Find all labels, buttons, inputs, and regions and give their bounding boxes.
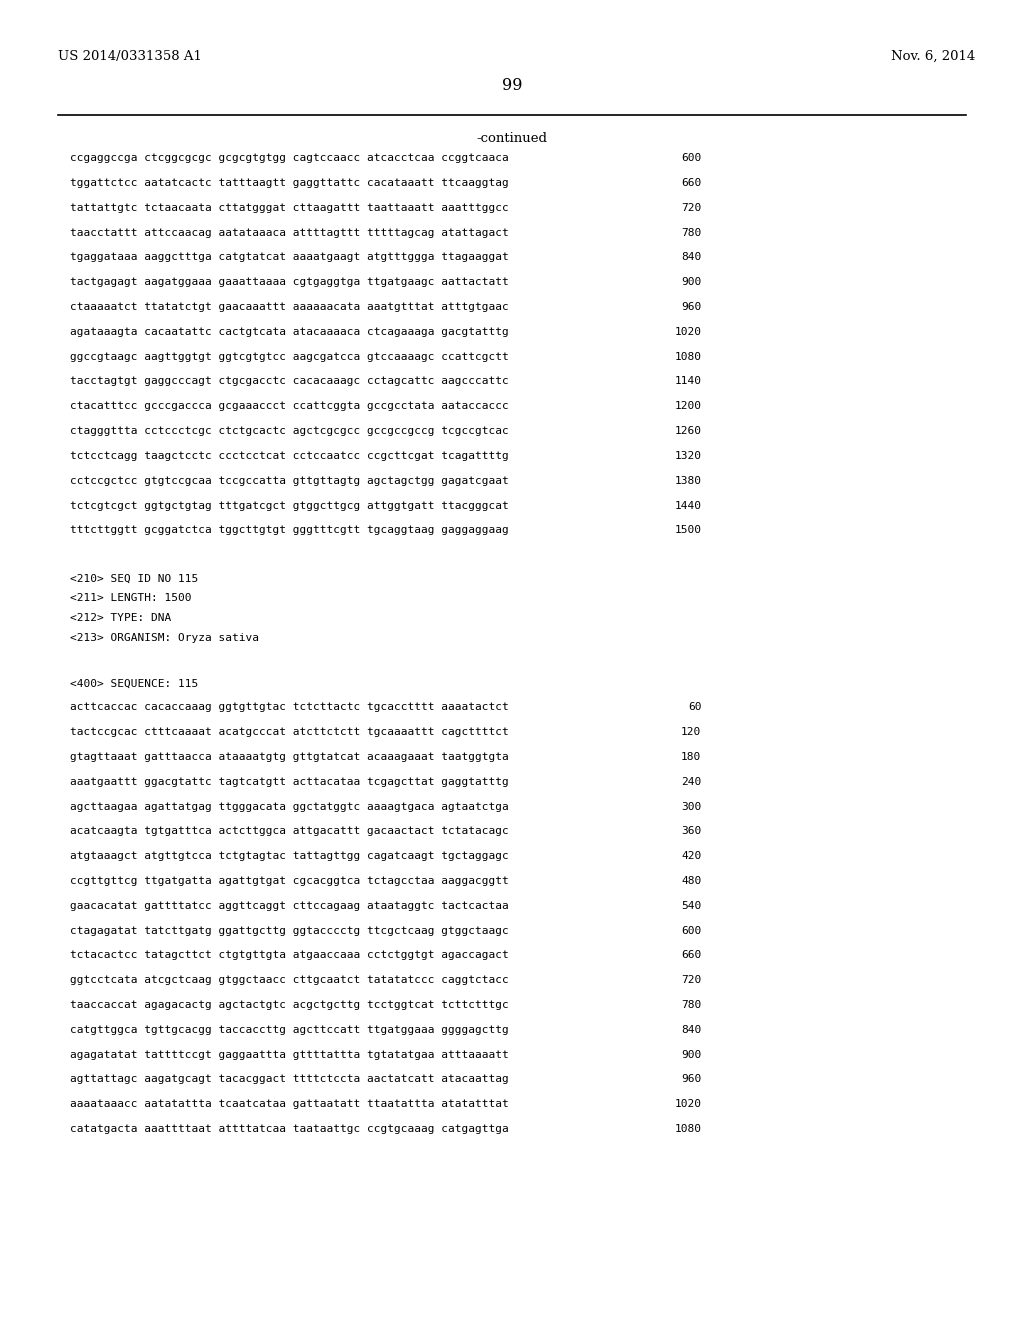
Text: cctccgctcc gtgtccgcaa tccgccatta gttgttagtg agctagctgg gagatcgaat: cctccgctcc gtgtccgcaa tccgccatta gttgtta…	[70, 475, 508, 486]
Text: -continued: -continued	[476, 132, 548, 145]
Text: ggtcctcata atcgctcaag gtggctaacc cttgcaatct tatatatccc caggtctacc: ggtcctcata atcgctcaag gtggctaacc cttgcaa…	[70, 975, 508, 985]
Text: ccgaggccga ctcggcgcgc gcgcgtgtgg cagtccaacc atcacctcaa ccggtcaaca: ccgaggccga ctcggcgcgc gcgcgtgtgg cagtcca…	[70, 153, 508, 164]
Text: 99: 99	[502, 77, 522, 94]
Text: aaaataaacc aatatattta tcaatcataa gattaatatt ttaatattta atatatttat: aaaataaacc aatatattta tcaatcataa gattaat…	[70, 1100, 508, 1109]
Text: 180: 180	[681, 752, 701, 762]
Text: <213> ORGANISM: Oryza sativa: <213> ORGANISM: Oryza sativa	[70, 632, 259, 643]
Text: taacctattt attccaacag aatataaaca attttagttt tttttagcag atattagact: taacctattt attccaacag aatataaaca attttag…	[70, 227, 508, 238]
Text: catgttggca tgttgcacgg taccaccttg agcttccatt ttgatggaaa ggggagcttg: catgttggca tgttgcacgg taccaccttg agcttcc…	[70, 1024, 508, 1035]
Text: 1080: 1080	[675, 1125, 701, 1134]
Text: 840: 840	[681, 1024, 701, 1035]
Text: Nov. 6, 2014: Nov. 6, 2014	[891, 50, 975, 63]
Text: 600: 600	[681, 153, 701, 164]
Text: 960: 960	[681, 1074, 701, 1085]
Text: 660: 660	[681, 950, 701, 961]
Text: 1020: 1020	[675, 327, 701, 337]
Text: 1440: 1440	[675, 500, 701, 511]
Text: ctaaaaatct ttatatctgt gaacaaattt aaaaaacata aaatgtttat atttgtgaac: ctaaaaatct ttatatctgt gaacaaattt aaaaaac…	[70, 302, 508, 312]
Text: tctcgtcgct ggtgctgtag tttgatcgct gtggcttgcg attggtgatt ttacgggcat: tctcgtcgct ggtgctgtag tttgatcgct gtggctt…	[70, 500, 508, 511]
Text: ccgttgttcg ttgatgatta agattgtgat cgcacggtca tctagcctaa aaggacggtt: ccgttgttcg ttgatgatta agattgtgat cgcacgg…	[70, 876, 508, 886]
Text: <400> SEQUENCE: 115: <400> SEQUENCE: 115	[70, 678, 198, 689]
Text: <211> LENGTH: 1500: <211> LENGTH: 1500	[70, 594, 191, 603]
Text: aaatgaattt ggacgtattc tagtcatgtt acttacataa tcgagcttat gaggtatttg: aaatgaattt ggacgtattc tagtcatgtt acttaca…	[70, 776, 508, 787]
Text: tttcttggtt gcggatctca tggcttgtgt gggtttcgtt tgcaggtaag gaggaggaag: tttcttggtt gcggatctca tggcttgtgt gggtttc…	[70, 525, 508, 536]
Text: catatgacta aaattttaat attttatcaa taataattgc ccgtgcaaag catgagttga: catatgacta aaattttaat attttatcaa taataat…	[70, 1125, 508, 1134]
Text: tctcctcagg taagctcctc ccctcctcat cctccaatcc ccgcttcgat tcagattttg: tctcctcagg taagctcctc ccctcctcat cctccaa…	[70, 451, 508, 461]
Text: 1140: 1140	[675, 376, 701, 387]
Text: tacctagtgt gaggcccagt ctgcgacctc cacacaaagc cctagcattc aagcccattc: tacctagtgt gaggcccagt ctgcgacctc cacacaa…	[70, 376, 508, 387]
Text: atgtaaagct atgttgtcca tctgtagtac tattagttgg cagatcaagt tgctaggagc: atgtaaagct atgttgtcca tctgtagtac tattagt…	[70, 851, 508, 861]
Text: 1080: 1080	[675, 351, 701, 362]
Text: tctacactcc tatagcttct ctgtgttgta atgaaccaaa cctctggtgt agaccagact: tctacactcc tatagcttct ctgtgttgta atgaacc…	[70, 950, 508, 961]
Text: tactccgcac ctttcaaaat acatgcccat atcttctctt tgcaaaattt cagcttttct: tactccgcac ctttcaaaat acatgcccat atcttct…	[70, 727, 508, 737]
Text: 1380: 1380	[675, 475, 701, 486]
Text: <210> SEQ ID NO 115: <210> SEQ ID NO 115	[70, 574, 198, 583]
Text: 780: 780	[681, 1001, 701, 1010]
Text: tattattgtc tctaacaata cttatgggat cttaagattt taattaaatt aaatttggcc: tattattgtc tctaacaata cttatgggat cttaaga…	[70, 203, 508, 213]
Text: acttcaccac cacaccaaag ggtgttgtac tctcttactc tgcacctttt aaaatactct: acttcaccac cacaccaaag ggtgttgtac tctctta…	[70, 702, 508, 713]
Text: gaacacatat gattttatcc aggttcaggt cttccagaag ataataggtc tactcactaa: gaacacatat gattttatcc aggttcaggt cttccag…	[70, 900, 508, 911]
Text: gtagttaaat gatttaacca ataaaatgtg gttgtatcat acaaagaaat taatggtgta: gtagttaaat gatttaacca ataaaatgtg gttgtat…	[70, 752, 508, 762]
Text: 900: 900	[681, 1049, 701, 1060]
Text: 120: 120	[681, 727, 701, 737]
Text: ctagggttta cctccctcgc ctctgcactc agctcgcgcc gccgccgccg tcgccgtcac: ctagggttta cctccctcgc ctctgcactc agctcgc…	[70, 426, 508, 436]
Text: tggattctcc aatatcactc tatttaagtt gaggttattc cacataaatt ttcaaggtag: tggattctcc aatatcactc tatttaagtt gaggtta…	[70, 178, 508, 187]
Text: ctagagatat tatcttgatg ggattgcttg ggtacccctg ttcgctcaag gtggctaagc: ctagagatat tatcttgatg ggattgcttg ggtaccc…	[70, 925, 508, 936]
Text: US 2014/0331358 A1: US 2014/0331358 A1	[58, 50, 203, 63]
Text: 900: 900	[681, 277, 701, 288]
Text: 1260: 1260	[675, 426, 701, 436]
Text: ctacatttcc gcccgaccca gcgaaaccct ccattcggta gccgcctata aataccaccc: ctacatttcc gcccgaccca gcgaaaccct ccattcg…	[70, 401, 508, 412]
Text: taaccaccat agagacactg agctactgtc acgctgcttg tcctggtcat tcttctttgc: taaccaccat agagacactg agctactgtc acgctgc…	[70, 1001, 508, 1010]
Text: 360: 360	[681, 826, 701, 837]
Text: tactgagagt aagatggaaa gaaattaaaa cgtgaggtga ttgatgaagc aattactatt: tactgagagt aagatggaaa gaaattaaaa cgtgagg…	[70, 277, 508, 288]
Text: 660: 660	[681, 178, 701, 187]
Text: 540: 540	[681, 900, 701, 911]
Text: 60: 60	[688, 702, 701, 713]
Text: agataaagta cacaatattc cactgtcata atacaaaaca ctcagaaaga gacgtatttg: agataaagta cacaatattc cactgtcata atacaaa…	[70, 327, 508, 337]
Text: 1500: 1500	[675, 525, 701, 536]
Text: 960: 960	[681, 302, 701, 312]
Text: tgaggataaa aaggctttga catgtatcat aaaatgaagt atgtttggga ttagaaggat: tgaggataaa aaggctttga catgtatcat aaaatga…	[70, 252, 508, 263]
Text: <212> TYPE: DNA: <212> TYPE: DNA	[70, 612, 171, 623]
Text: 600: 600	[681, 925, 701, 936]
Text: ggccgtaagc aagttggtgt ggtcgtgtcc aagcgatcca gtccaaaagc ccattcgctt: ggccgtaagc aagttggtgt ggtcgtgtcc aagcgat…	[70, 351, 508, 362]
Text: 840: 840	[681, 252, 701, 263]
Text: 720: 720	[681, 203, 701, 213]
Text: 240: 240	[681, 776, 701, 787]
Text: 1200: 1200	[675, 401, 701, 412]
Text: acatcaagta tgtgatttca actcttggca attgacattt gacaactact tctatacagc: acatcaagta tgtgatttca actcttggca attgaca…	[70, 826, 508, 837]
Text: 1020: 1020	[675, 1100, 701, 1109]
Text: 720: 720	[681, 975, 701, 985]
Text: 300: 300	[681, 801, 701, 812]
Text: agttattagc aagatgcagt tacacggact ttttctccta aactatcatt atacaattag: agttattagc aagatgcagt tacacggact ttttctc…	[70, 1074, 508, 1085]
Text: 1320: 1320	[675, 451, 701, 461]
Text: 420: 420	[681, 851, 701, 861]
Text: agagatatat tattttccgt gaggaattta gttttattta tgtatatgaa atttaaaatt: agagatatat tattttccgt gaggaattta gttttat…	[70, 1049, 508, 1060]
Text: agcttaagaa agattatgag ttgggacata ggctatggtc aaaagtgaca agtaatctga: agcttaagaa agattatgag ttgggacata ggctatg…	[70, 801, 508, 812]
Text: 780: 780	[681, 227, 701, 238]
Text: 480: 480	[681, 876, 701, 886]
